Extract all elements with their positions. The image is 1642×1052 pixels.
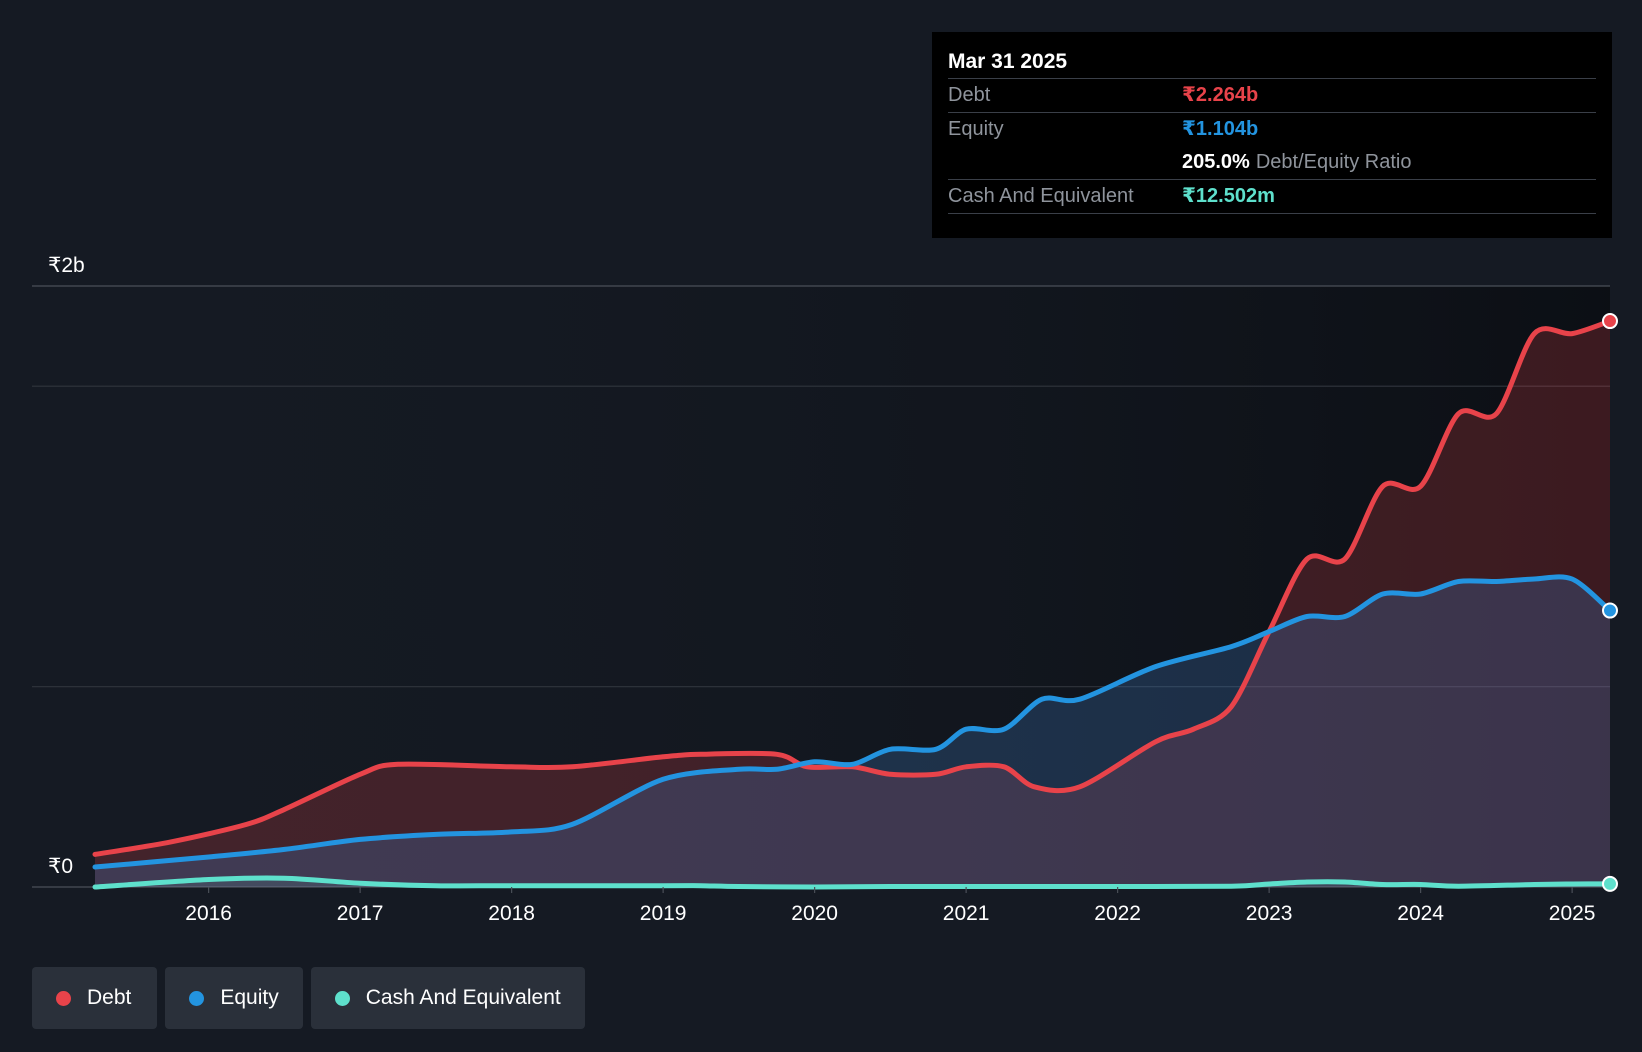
x-tick-label: 2024 [1397,902,1444,925]
tooltip-equity-label: Equity [948,118,1004,140]
x-tick-label: 2022 [1094,902,1141,925]
tooltip-debt-label: Debt [948,84,991,106]
tooltip-ratio-spacer [948,146,1182,179]
x-tick-label: 2025 [1549,902,1596,925]
line-cash-and-equivalent [92,875,1613,890]
y-axis-ticks: ₹0 ₹2b [48,254,85,878]
x-tick-label: 2020 [791,902,838,925]
tooltip-ratio-label: Debt/Equity Ratio [1255,151,1412,173]
x-tick-label: 2023 [1246,902,1293,925]
x-tick-label: 2017 [337,902,384,925]
x-axis-ticks: 2016 2017 2018 2019 2020 2021 2022 2023 2024 2025 [185,887,1595,925]
legend-label-cash: Cash And Equivalent [365,986,561,1009]
series-end-markers [1602,313,1618,892]
chart-legend: Debt Equity Cash And Equivalent [32,967,593,1029]
cash-dot-icon [334,990,350,1006]
x-tick-label: 2019 [640,902,687,925]
x-tick-label: 2021 [943,902,990,925]
series-lines [92,318,1613,890]
legend-item-debt[interactable]: Debt [32,967,158,1029]
line-debt [92,318,1613,857]
legend-item-equity[interactable]: Equity [165,967,303,1029]
y-tick-label: ₹0 [48,855,73,878]
tooltip-date: Mar 31 2025 [948,46,1596,79]
tooltip-equity-row: Equity ₹1.104b [948,113,1596,146]
equity-dot-icon [189,990,205,1006]
tooltip-debt-row: Debt ₹2.264b [948,79,1596,113]
tooltip-debt-value: ₹2.264b [1182,84,1259,106]
tooltip-cash-value: ₹12.502m [1182,185,1275,207]
tooltip-ratio-value: 205.0% [1182,151,1250,173]
debt-dot-icon [56,990,71,1006]
line-equity [92,574,1613,870]
legend-label-equity: Equity [220,986,279,1009]
area-equity [95,576,1610,887]
area-debt [95,321,1610,887]
x-tick-label: 2018 [488,902,535,925]
end-marker-cash-and-equivalent [1602,875,1618,892]
y-tick-label: ₹2b [48,254,85,277]
tooltip-ratio-row: 205.0% Debt/Equity Ratio [948,146,1596,180]
end-marker-equity [1602,602,1618,619]
x-tick-label: 2016 [185,902,232,925]
tooltip-cash-label: Cash And Equivalent [948,185,1134,207]
legend-label-debt: Debt [87,986,132,1009]
tooltip-cash-row: Cash And Equivalent ₹12.502m [948,180,1596,214]
tooltip-equity-value: ₹1.104b [1182,118,1259,140]
end-marker-debt [1602,313,1618,330]
tooltip-panel: Mar 31 2025 Debt ₹2.264b Equity ₹1.104b … [932,32,1612,238]
legend-item-cash[interactable]: Cash And Equivalent [310,967,585,1029]
